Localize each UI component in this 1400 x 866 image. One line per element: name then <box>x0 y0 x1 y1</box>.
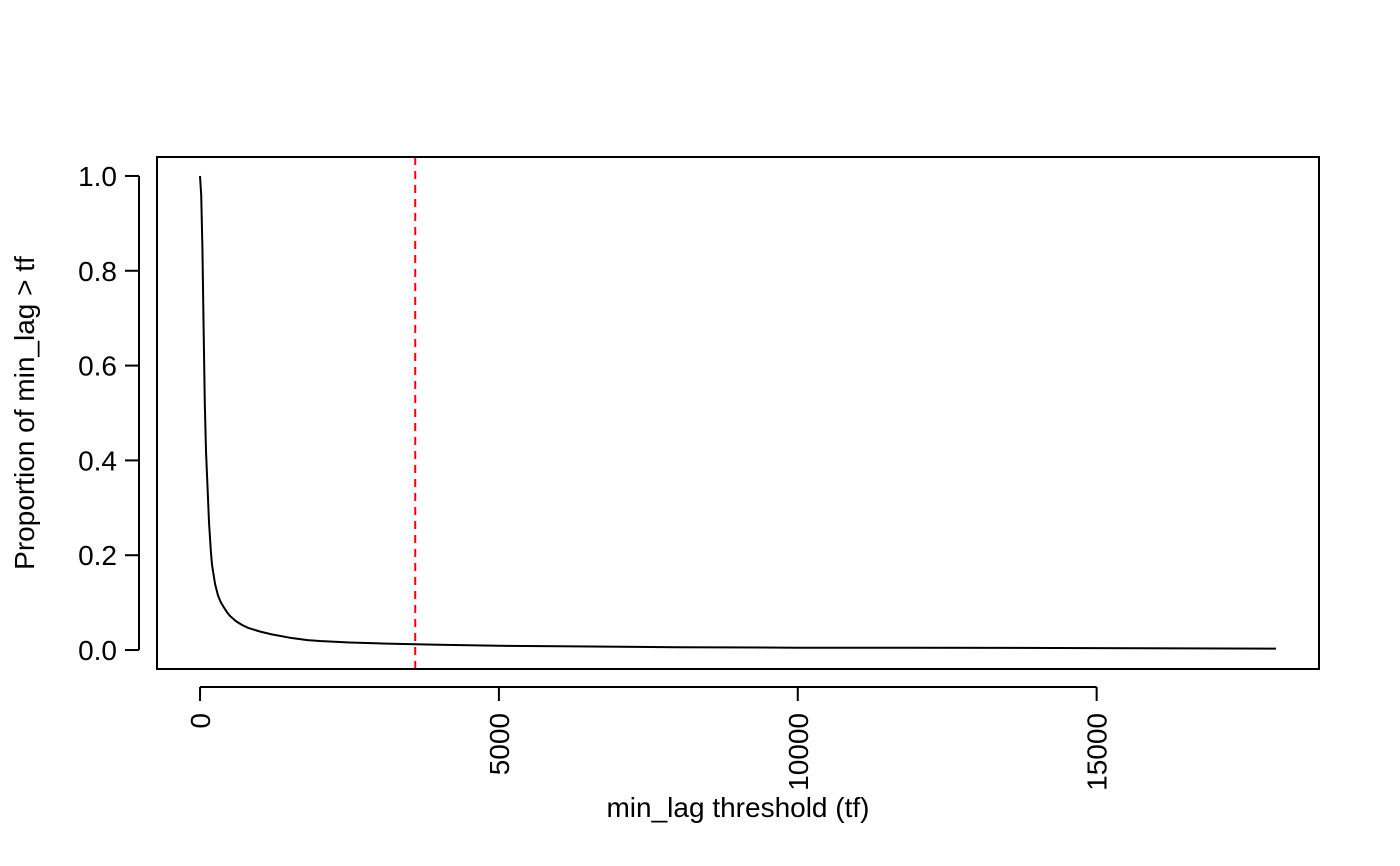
y-axis: 0.0 0.2 0.4 0.6 0.8 1.0 <box>78 161 140 666</box>
y-tick-label: 0.8 <box>78 256 117 287</box>
plot-area <box>199 157 1277 669</box>
series-line-0 <box>199 175 1277 650</box>
y-tick-label: 1.0 <box>78 161 117 192</box>
x-tick-label: 5000 <box>484 713 515 775</box>
y-tick-label: 0.2 <box>78 540 117 571</box>
plot-frame <box>156 156 1320 670</box>
y-tick-label: 0.6 <box>78 351 117 382</box>
y-tick-label: 0.4 <box>78 445 117 476</box>
x-tick-label: 15000 <box>1082 713 1113 791</box>
x-tick-label: 0 <box>185 713 216 729</box>
x-axis-title: min_lag threshold (tf) <box>606 792 869 823</box>
y-axis-title: Proportion of min_lag > tf <box>9 256 40 570</box>
x-tick-label: 10000 <box>783 713 814 791</box>
x-axis: 0 5000 10000 15000 <box>185 686 1113 791</box>
y-tick-label: 0.0 <box>78 635 117 666</box>
